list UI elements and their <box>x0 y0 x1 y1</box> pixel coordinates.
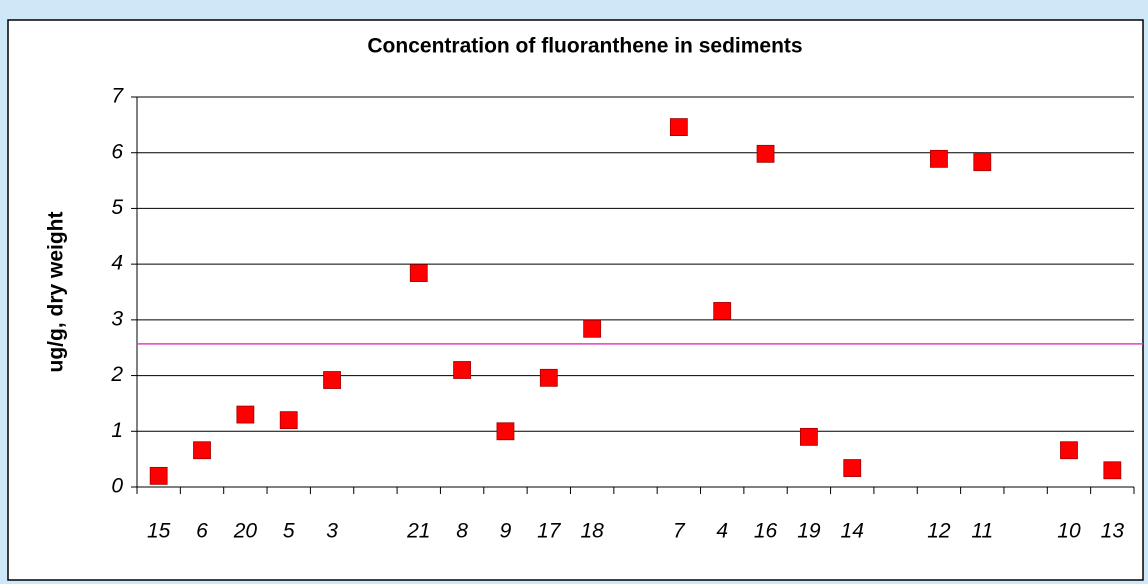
marker <box>409 264 428 282</box>
marker <box>453 361 472 379</box>
x-tick-label: 16 <box>754 520 778 543</box>
marker <box>1103 461 1122 480</box>
marker <box>323 371 341 389</box>
x-tick-label: 20 <box>233 520 258 543</box>
x-tick-label: 12 <box>927 520 951 543</box>
marker <box>669 118 688 136</box>
x-tick-label: 3 <box>326 520 338 543</box>
x-tick-label: 6 <box>196 520 208 543</box>
marker <box>843 459 862 477</box>
marker <box>279 411 298 430</box>
x-tick-label: 9 <box>500 520 512 543</box>
marker <box>583 319 602 338</box>
x-tick-label: 18 <box>580 520 604 543</box>
y-tick-label: 0 <box>111 475 123 498</box>
y-tick-label: 7 <box>111 85 124 108</box>
x-tick-label: 13 <box>1101 520 1125 543</box>
marker <box>1060 441 1078 460</box>
chart-panel <box>7 19 1144 581</box>
x-tick-label: 14 <box>841 520 864 543</box>
x-tick-label: 10 <box>1057 520 1081 543</box>
x-tick-label: 15 <box>147 520 171 543</box>
y-tick-label: 2 <box>110 363 123 386</box>
y-tick-label: 5 <box>111 196 123 219</box>
x-tick-label: 7 <box>673 520 686 543</box>
y-axis-label: ug/g, dry weight <box>45 211 68 372</box>
x-tick-label: 8 <box>456 520 468 543</box>
x-tick-label: 19 <box>797 520 821 543</box>
x-tick-label: 11 <box>971 520 993 543</box>
marker <box>193 441 211 460</box>
x-tick-label: 5 <box>283 520 295 543</box>
marker <box>496 422 515 441</box>
x-tick-label: 4 <box>716 520 728 543</box>
marker <box>236 405 255 424</box>
chart-title: Concentration of fluoranthene in sedimen… <box>367 35 802 58</box>
y-tick-label: 3 <box>111 307 123 330</box>
x-tick-label: 21 <box>406 520 430 543</box>
marker <box>713 302 732 320</box>
marker <box>149 466 168 485</box>
marker <box>756 144 775 163</box>
marker <box>930 149 948 168</box>
y-tick-label: 4 <box>111 252 123 275</box>
marker <box>539 368 558 387</box>
marker <box>799 427 818 446</box>
y-tick-label: 1 <box>111 419 123 442</box>
marker <box>973 153 992 172</box>
x-tick-label: 17 <box>537 520 562 543</box>
y-tick-label: 6 <box>111 140 123 163</box>
